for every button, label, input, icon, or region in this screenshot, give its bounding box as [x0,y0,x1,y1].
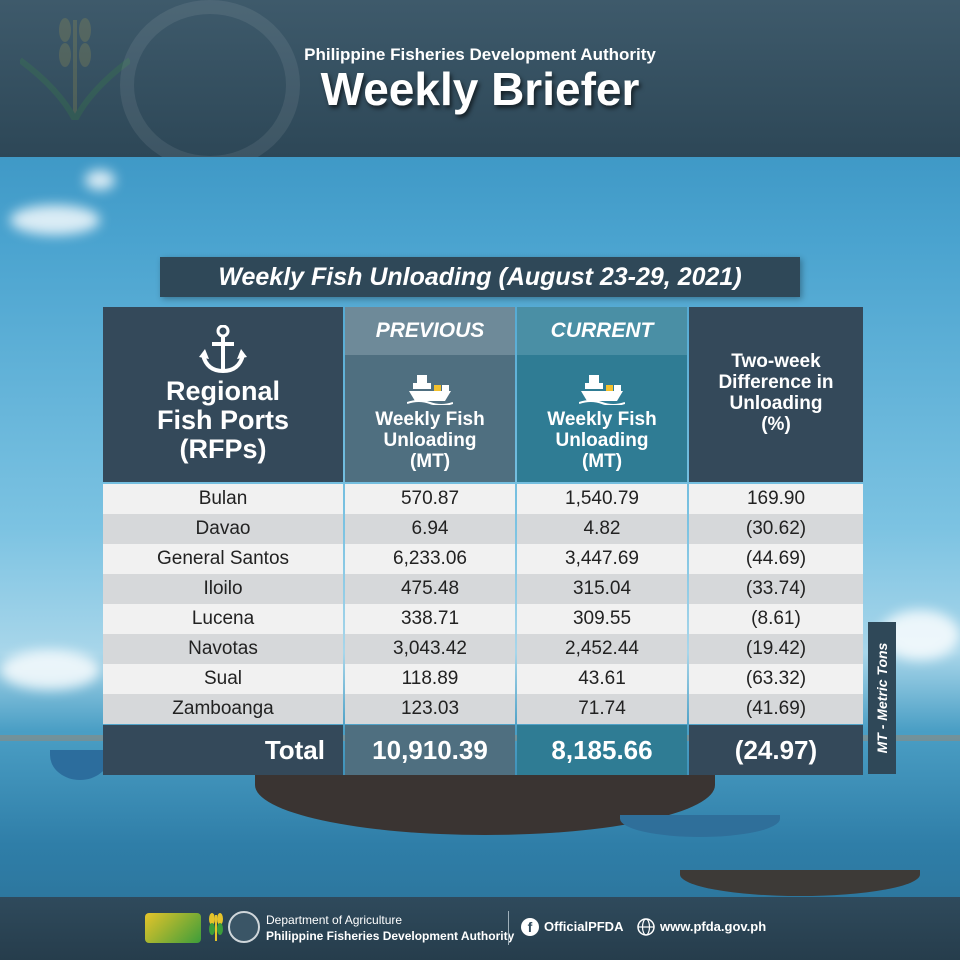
unit-note: MT - Metric Tons [868,622,896,774]
total-label: Total [103,725,343,775]
total-current: 8,185.66 [517,725,687,775]
table-row: Iloilo 475.48 315.04 (33.74) [103,574,863,604]
rfp-line: Fish Ports [156,405,290,435]
difference-value: (8.61) [689,604,863,634]
port-name: General Santos [103,544,343,574]
header-subtitle: Philippine Fisheries Development Authori… [304,45,656,64]
cargo-ship-icon [579,375,625,405]
rfp-line: Regional [165,376,280,406]
difference-value: (30.62) [689,514,863,544]
difference-value: (19.42) [689,634,863,664]
port-name: Lucena [103,604,343,634]
previous-value: 570.87 [345,484,515,514]
port-name: Zamboanga [103,694,343,724]
header-line: Weekly Fish [375,409,485,430]
current-value: 3,447.69 [517,544,687,574]
previous-tab: PREVIOUS [345,307,515,355]
difference-header-label: Two-week Difference in Unloading (%) [689,351,863,435]
previous-value: 475.48 [345,574,515,604]
current-value: 71.74 [517,694,687,724]
previous-value: 6,233.06 [345,544,515,574]
page-title: Weekly Briefer [320,63,640,115]
previous-value: 3,043.42 [345,634,515,664]
difference-value: 169.90 [689,484,863,514]
current-value: 43.61 [517,664,687,694]
table-row: Lucena 338.71 309.55 (8.61) [103,604,863,634]
bagong-pilipinas-logo-icon [145,913,201,943]
cargo-ship-icon [407,375,453,405]
previous-value: 338.71 [345,604,515,634]
table-row: Zamboanga 123.03 71.74 (41.69) [103,694,863,724]
total-difference: (24.97) [689,725,863,775]
current-header-label: Weekly Fish Unloading (MT) [517,409,687,472]
current-tab: CURRENT [517,307,687,355]
wheat-logo-icon [20,18,130,120]
previous-value: 118.89 [345,664,515,694]
table-row: Sual 118.89 43.61 (63.32) [103,664,863,694]
header-line: (MT) [409,451,451,472]
facebook-icon: f [521,918,539,936]
header-line: (%) [761,414,791,435]
footer-divider [508,911,509,945]
header-line: (MT) [581,451,623,472]
pfda-logo-icon [228,911,260,943]
footer-agency: Philippine Fisheries Development Authori… [266,929,515,943]
footer-bar: Department of Agriculture Philippine Fis… [0,897,960,960]
port-name: Navotas [103,634,343,664]
column-header-previous: PREVIOUS Weekly Fish Unloading (MT) [345,307,515,482]
cloud [85,170,115,190]
header-line: Two-week [731,351,821,372]
fish-unloading-table: Regional Fish Ports (RFPs) PREVIOUS Week… [103,307,863,775]
rfp-header-label: Regional Fish Ports (RFPs) [103,377,343,464]
wheat-logo-icon [209,913,223,941]
port-name: Bulan [103,484,343,514]
previous-value: 123.03 [345,694,515,724]
boat [620,815,780,837]
column-header-difference: Two-week Difference in Unloading (%) [689,307,863,482]
table-row: Bulan 570.87 1,540.79 169.90 [103,484,863,514]
rfp-line: (RFPs) [179,434,267,464]
port-name: Davao [103,514,343,544]
column-header-rfp: Regional Fish Ports (RFPs) [103,307,343,482]
difference-value: (44.69) [689,544,863,574]
globe-icon [637,918,655,936]
difference-value: (33.74) [689,574,863,604]
table-row: General Santos 6,233.06 3,447.69 (44.69) [103,544,863,574]
current-value: 309.55 [517,604,687,634]
previous-header-label: Weekly Fish Unloading (MT) [345,409,515,472]
port-name: Iloilo [103,574,343,604]
total-previous: 10,910.39 [345,725,515,775]
current-value: 2,452.44 [517,634,687,664]
header-line: Unloading [555,430,649,451]
column-header-current: CURRENT Weekly Fish Unloading (MT) [517,307,687,482]
header-line: Difference in [718,372,834,393]
difference-value: (63.32) [689,664,863,694]
current-value: 1,540.79 [517,484,687,514]
difference-value: (41.69) [689,694,863,724]
table-title: Weekly Fish Unloading (August 23-29, 202… [160,257,800,297]
website-link[interactable]: www.pfda.gov.ph [660,919,767,934]
anchor-icon [199,325,247,374]
cloud [10,205,100,235]
port-name: Sual [103,664,343,694]
current-value: 315.04 [517,574,687,604]
header-banner: Philippine Fisheries Development Authori… [0,0,960,157]
unit-note-text: MT - Metric Tons [874,642,890,754]
header-line: Unloading [729,393,823,414]
cloud [0,650,100,690]
header-line: Unloading [383,430,477,451]
table-row: Navotas 3,043.42 2,452.44 (19.42) [103,634,863,664]
previous-value: 6.94 [345,514,515,544]
header-line: Weekly Fish [547,409,657,430]
table-row: Davao 6.94 4.82 (30.62) [103,514,863,544]
footer-department: Department of Agriculture [266,913,403,927]
total-row: Total 10,910.39 8,185.66 (24.97) [103,725,863,775]
current-value: 4.82 [517,514,687,544]
facebook-handle[interactable]: OfficialPFDA [544,919,624,934]
